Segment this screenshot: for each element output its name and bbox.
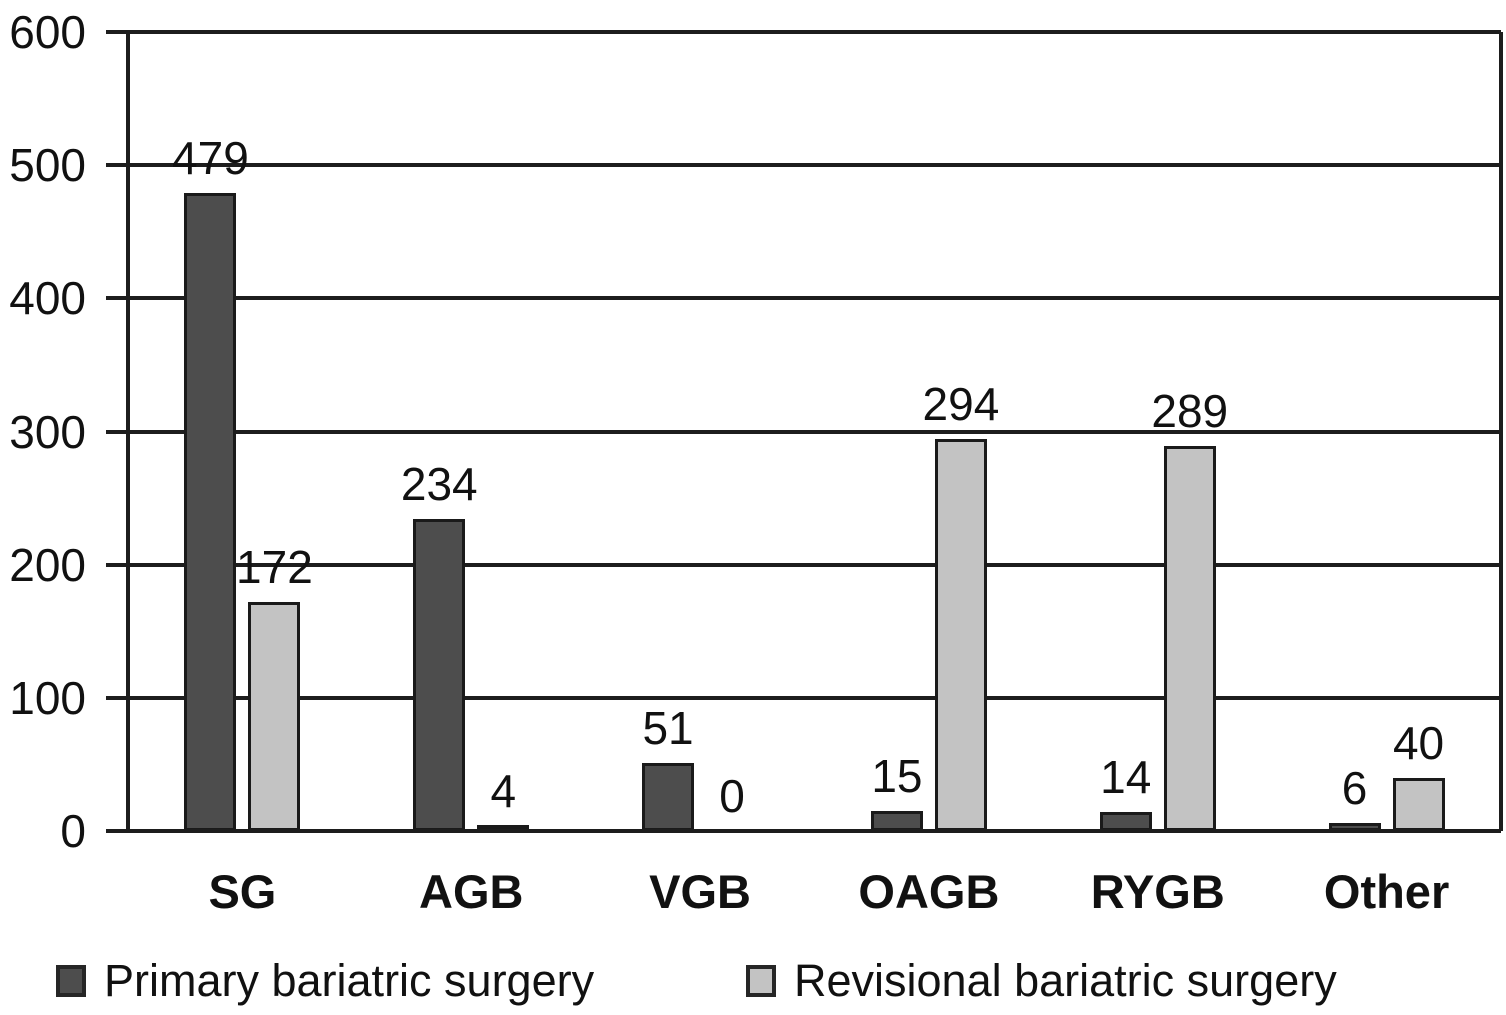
y-axis-tick <box>106 429 128 434</box>
category-group: 479 172 <box>128 32 357 831</box>
y-axis-tick-label: 500 <box>9 139 86 192</box>
gridline <box>128 429 1501 434</box>
gridline <box>128 30 1501 34</box>
x-axis-category-label: VGB <box>649 865 751 918</box>
plot-right-border <box>1499 32 1503 831</box>
legend-swatch-revisional-icon <box>746 965 776 997</box>
y-axis-tick <box>106 30 128 34</box>
bar-value-label: 234 <box>400 458 478 510</box>
legend-label-primary: Primary bariatric surgery <box>104 955 595 1006</box>
category-group: 51 0 <box>586 32 815 831</box>
bar-value-label: 479 <box>172 132 249 184</box>
bar-primary <box>870 811 923 831</box>
y-axis-tick-label: 0 <box>60 805 86 857</box>
x-axis-category-label: Other <box>1323 865 1450 918</box>
y-axis-tick <box>106 695 128 700</box>
bar-revisional <box>1163 446 1216 831</box>
legend-swatch-primary-icon <box>56 965 86 997</box>
y-axis-tick-label: 100 <box>9 671 86 724</box>
bar-value-label: 6 <box>1341 762 1368 814</box>
bar-primary <box>413 519 466 831</box>
bar-value-label: 40 <box>1392 717 1445 769</box>
bar-primary <box>184 193 237 831</box>
legend-item-primary: Primary bariatric surgery <box>56 957 594 1005</box>
bar-value-label: 15 <box>871 750 923 802</box>
category-group: 15 294 <box>815 32 1044 831</box>
bar-value-label: 172 <box>236 541 313 593</box>
gridline <box>128 695 1501 700</box>
bar-value-label: 0 <box>719 770 745 822</box>
bar-value-label: 51 <box>642 702 694 754</box>
category-group: 14 289 <box>1043 32 1272 831</box>
bar-value-label: 294 <box>922 378 1000 430</box>
bar-revisional <box>934 439 987 831</box>
y-axis-tick-label: 300 <box>9 405 86 458</box>
bar-value-label: 289 <box>1151 385 1229 437</box>
y-axis-line <box>126 32 130 831</box>
y-axis-tick <box>106 562 128 567</box>
category-group: 234 4 <box>357 32 586 831</box>
x-axis-category-label: RYGB <box>1090 865 1225 918</box>
bar-revisional <box>248 602 301 831</box>
x-axis-category-label: SG <box>208 865 277 918</box>
bar-value-label: 14 <box>1100 751 1152 803</box>
gridline <box>128 296 1501 301</box>
gridline <box>128 562 1501 567</box>
y-axis-tick-label: 200 <box>9 538 86 591</box>
legend-item-revisional: Revisional bariatric surgery <box>746 957 1337 1005</box>
gridline <box>128 163 1501 168</box>
x-axis-category-label: OAGB <box>858 865 1000 918</box>
y-axis-tick-label: 600 <box>9 6 86 58</box>
y-axis-tick <box>106 296 128 301</box>
y-axis-tick-label: 400 <box>9 272 86 325</box>
y-axis-tick <box>106 163 128 168</box>
x-axis-labels: SG AGB VGB OAGB RYGB Other <box>128 866 1501 922</box>
category-group: 6 40 <box>1272 32 1501 831</box>
bar-value-label: 4 <box>490 765 517 817</box>
legend-label-revisional: Revisional bariatric surgery <box>794 955 1337 1006</box>
x-axis-line <box>106 829 1501 833</box>
x-axis-category-label: AGB <box>419 865 524 918</box>
plot-area: 0 100 200 300 400 500 600 479 172 234 4 51 0 15 294 14 2… <box>9 6 1503 857</box>
